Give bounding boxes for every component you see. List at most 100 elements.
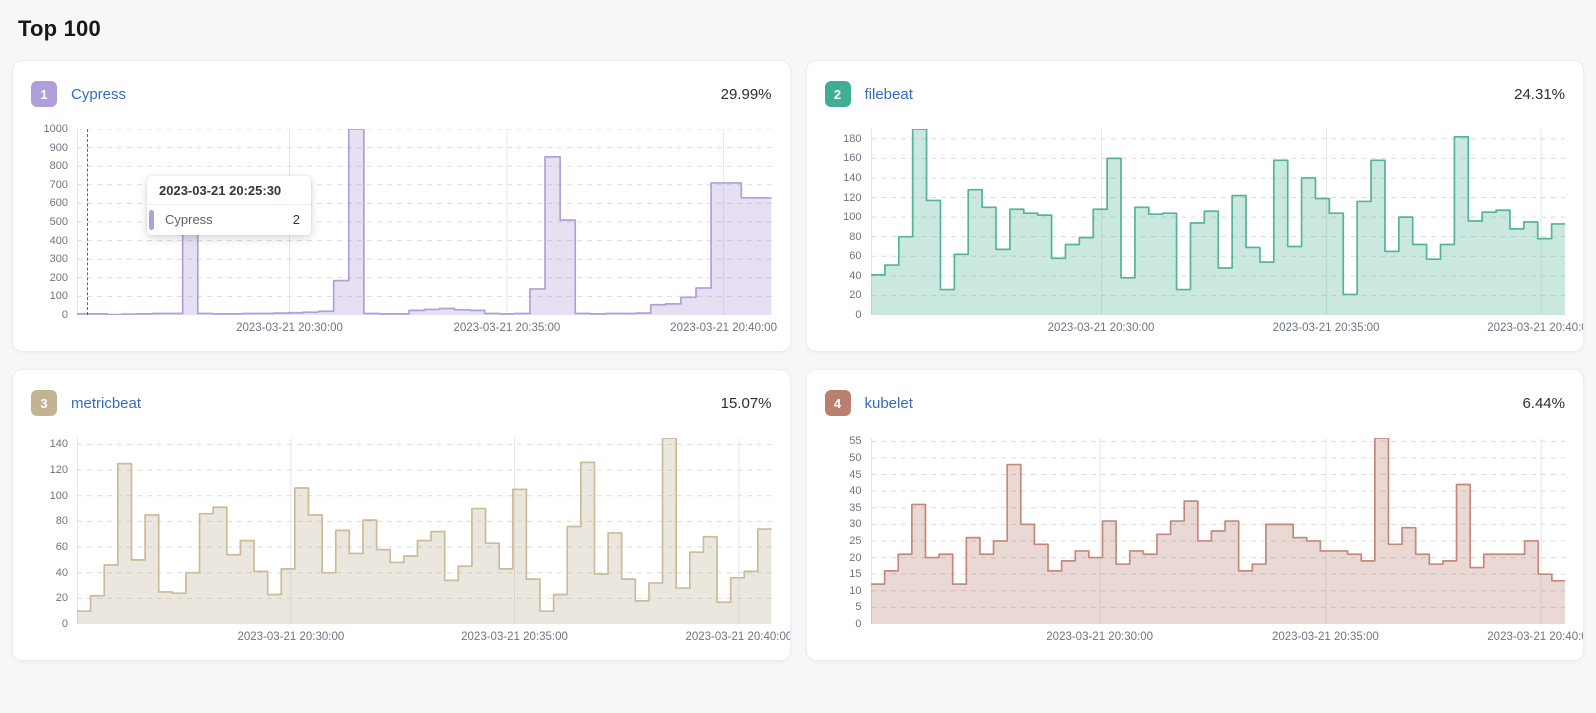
chart-tooltip: 2023-03-21 20:25:30 Cypress 2 xyxy=(147,176,311,235)
y-tick-label: 200 xyxy=(49,271,68,284)
y-tick-label: 40 xyxy=(55,566,68,579)
y-axis: 0 20 40 60 80 100 120 140 160 180 xyxy=(825,129,871,321)
tooltip-series-row: Cypress 2 xyxy=(147,205,311,235)
y-tick-label: 20 xyxy=(55,592,68,605)
series-link[interactable]: Cypress xyxy=(71,85,127,103)
y-tick-label: 0 xyxy=(855,618,862,630)
y-tick-label: 120 xyxy=(49,464,68,477)
rank-badge: 1 xyxy=(31,81,57,107)
x-axis: 2023-03-21 20:30:00 2023-03-21 20:35:00 20… xyxy=(871,315,1583,339)
step-line xyxy=(77,438,772,611)
chart-card-filebeat: 2 filebeat 24.31% 0 20 40 60 80 100 120 140 160 1… xyxy=(805,60,1584,352)
y-tick-label: 140 xyxy=(843,171,862,184)
percent-value: 24.31% xyxy=(1514,85,1565,103)
y-tick-label: 100 xyxy=(49,290,68,303)
x-tick-label: 2023-03-21 20:40:00 xyxy=(1487,631,1584,643)
step-line xyxy=(871,438,1566,584)
area-fill xyxy=(77,438,772,624)
plot-area[interactable]: 2023-03-21 20:25:30 Cypress 2 xyxy=(77,129,772,315)
y-tick-label: 900 xyxy=(49,141,68,154)
card-header: 4 kubelet 6.44% xyxy=(824,390,1565,416)
chart-card-metricbeat: 3 metricbeat 15.07% 0 20 40 60 80 100 120 140 2… xyxy=(12,369,791,661)
percent-value: 6.44% xyxy=(1522,394,1565,412)
tooltip-series-value: 2 xyxy=(292,212,300,227)
y-tick-label: 5 xyxy=(855,601,862,614)
x-tick-label: 2023-03-21 20:35:00 xyxy=(1272,322,1380,334)
y-tick-label: 60 xyxy=(849,250,862,263)
plot-area[interactable] xyxy=(77,438,772,624)
y-tick-label: 20 xyxy=(849,551,862,564)
chart-svg xyxy=(870,438,1566,624)
x-tick-label: 2023-03-21 20:40:00 xyxy=(1487,322,1584,334)
page-title: Top 100 xyxy=(18,16,101,41)
y-tick-label: 60 xyxy=(55,541,68,554)
y-tick-label: 140 xyxy=(49,438,68,451)
chart-svg xyxy=(77,129,772,315)
x-tick-label: 2023-03-21 20:35:00 xyxy=(461,631,568,643)
x-tick-label: 2023-03-21 20:40:00 xyxy=(685,631,791,643)
rank-badge: 4 xyxy=(824,390,851,416)
y-tick-label: 20 xyxy=(849,289,862,302)
x-axis: 2023-03-21 20:30:00 2023-03-21 20:35:00 20… xyxy=(77,624,789,648)
chart-area[interactable]: 0 5 10 15 20 25 30 35 40 45 50 55 2023-03-21 20:30:… xyxy=(825,435,1583,648)
y-tick-label: 50 xyxy=(849,451,862,464)
crosshair-line xyxy=(87,129,89,315)
y-tick-label: 25 xyxy=(849,534,862,547)
step-line xyxy=(871,129,1566,294)
card-header: 1 Cypress 29.99% xyxy=(31,81,772,107)
chart-card-cypress: 1 Cypress 29.99% 0 100 200 300 400 500 600 700 8… xyxy=(12,60,791,352)
y-tick-label: 0 xyxy=(61,309,68,321)
y-axis: 0 5 10 15 20 25 30 35 40 45 50 55 xyxy=(825,435,871,630)
y-tick-label: 80 xyxy=(849,230,862,243)
y-tick-label: 600 xyxy=(49,197,68,210)
y-tick-label: 160 xyxy=(843,152,862,165)
series-color-marker xyxy=(149,210,154,230)
chart-area[interactable]: 0 100 200 300 400 500 600 700 800 900 1000 2023-03… xyxy=(31,123,777,339)
y-tick-label: 800 xyxy=(49,160,68,173)
x-tick-label: 2023-03-21 20:40:00 xyxy=(670,322,777,334)
y-tick-label: 180 xyxy=(843,132,862,145)
y-tick-label: 500 xyxy=(49,216,68,228)
y-tick-label: 15 xyxy=(849,568,862,581)
x-tick-label: 2023-03-21 20:30:00 xyxy=(237,631,345,643)
series-link[interactable]: filebeat xyxy=(864,85,913,103)
y-axis: 0 100 200 300 400 500 600 700 800 900 1000 xyxy=(31,123,77,321)
y-tick-label: 300 xyxy=(49,253,68,266)
y-tick-label: 80 xyxy=(55,515,68,528)
chart-svg xyxy=(870,129,1566,315)
tooltip-timestamp: 2023-03-21 20:25:30 xyxy=(147,176,311,205)
chart-svg xyxy=(77,438,772,624)
y-tick-label: 10 xyxy=(849,584,862,597)
card-header: 2 filebeat 24.31% xyxy=(824,81,1565,107)
y-tick-label: 40 xyxy=(849,269,862,282)
plot-area[interactable] xyxy=(870,438,1566,624)
x-tick-label: 2023-03-21 20:30:00 xyxy=(1046,631,1154,643)
y-tick-label: 0 xyxy=(61,618,68,630)
step-line xyxy=(77,129,772,315)
x-axis: 2023-03-21 20:30:00 2023-03-21 20:35:00 20… xyxy=(77,315,777,339)
cards-grid: 1 Cypress 29.99% 0 100 200 300 400 500 600 700 8… xyxy=(12,60,1584,661)
y-tick-label: 45 xyxy=(849,468,862,481)
y-tick-label: 400 xyxy=(49,234,68,247)
series-link[interactable]: kubelet xyxy=(864,394,913,412)
plot-area[interactable] xyxy=(870,129,1566,315)
y-tick-label: 30 xyxy=(849,518,862,531)
y-tick-label: 40 xyxy=(849,485,862,498)
card-header: 3 metricbeat 15.07% xyxy=(31,390,772,416)
rank-badge: 3 xyxy=(31,390,57,416)
series-link[interactable]: metricbeat xyxy=(71,394,142,412)
y-tick-label: 1000 xyxy=(43,123,68,135)
percent-value: 29.99% xyxy=(720,85,772,103)
y-tick-label: 100 xyxy=(843,211,862,224)
y-tick-label: 0 xyxy=(855,309,862,321)
rank-badge: 2 xyxy=(824,81,851,107)
chart-area[interactable]: 0 20 40 60 80 100 120 140 2023-03-21 20:30:00 20… xyxy=(31,438,790,648)
x-tick-label: 2023-03-21 20:35:00 xyxy=(453,322,561,334)
x-tick-label: 2023-03-21 20:35:00 xyxy=(1271,631,1379,643)
chart-card-kubelet: 4 kubelet 6.44% 0 5 10 15 20 25 30 35 40 45 50 55 2… xyxy=(805,369,1584,661)
y-tick-label: 100 xyxy=(49,489,68,502)
y-tick-label: 120 xyxy=(843,191,862,204)
x-tick-label: 2023-03-21 20:30:00 xyxy=(1047,322,1155,334)
y-tick-label: 700 xyxy=(49,178,68,191)
chart-area[interactable]: 0 20 40 60 80 100 120 140 160 180 2023-03-21 20:3… xyxy=(825,129,1583,339)
